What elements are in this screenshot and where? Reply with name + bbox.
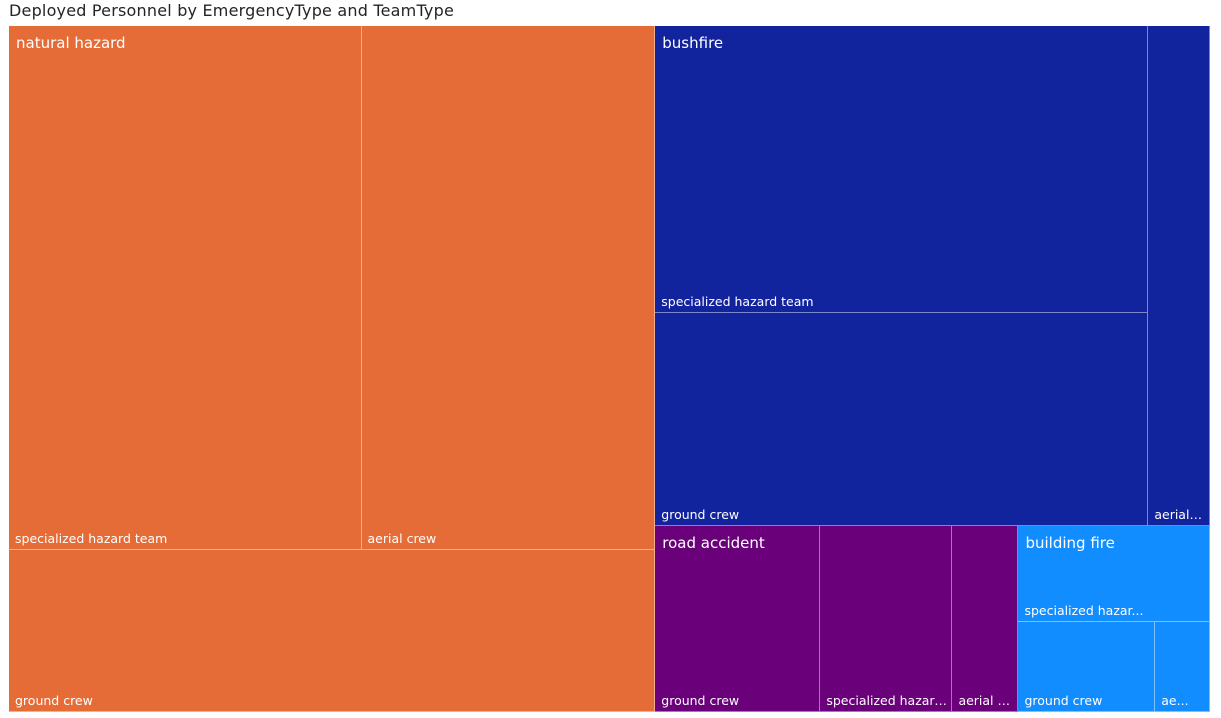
tile-label: aerial crew [1154, 506, 1205, 522]
tile-label: ground crew [661, 506, 740, 522]
tile-label: specialized hazard team [661, 294, 814, 310]
tile-natural-hazard-specialized-hazard-team[interactable]: specialized hazard team [9, 26, 362, 551]
tile-label: specialized hazard team [826, 692, 947, 708]
tile-label: specialized hazar... [1024, 602, 1144, 618]
group-label-natural-hazard: natural hazard [16, 34, 126, 52]
tile-label: ground crew [1024, 692, 1103, 708]
chart-title: Deployed Personnel by EmergencyType and … [9, 1, 455, 20]
tile-building-fire-ground-crew[interactable]: ground crew [1018, 621, 1156, 712]
tile-bushfire-ground-crew[interactable]: ground crew [655, 313, 1149, 526]
tile-natural-hazard-ground-crew[interactable]: ground crew [9, 550, 656, 712]
group-label-bushfire: bushfire [662, 34, 724, 52]
group-building-fire[interactable]: specialized hazar... ground crew ae... b… [1018, 525, 1210, 712]
group-bushfire[interactable]: specialized hazard team ground crew aeri… [655, 26, 1210, 526]
tile-road-accident-aerial-crew[interactable]: aerial c... [952, 525, 1019, 712]
tile-building-fire-aerial-crew[interactable]: ae... [1155, 621, 1210, 712]
tile-bushfire-aerial-crew[interactable]: aerial crew [1148, 26, 1210, 526]
tile-natural-hazard-aerial-crew[interactable]: aerial crew [361, 26, 656, 551]
group-label-road-accident: road accident [662, 533, 765, 552]
group-road-accident[interactable]: ground crew specialized hazard team aeri… [655, 525, 1019, 712]
tile-label: aerial c... [958, 692, 1014, 708]
group-natural-hazard[interactable]: specialized hazard team aerial crew grou… [9, 26, 656, 712]
tile-label: ae... [1161, 692, 1189, 708]
tile-label: ground crew [15, 692, 93, 708]
tile-building-fire-specialized-hazard-team[interactable]: specialized hazar... [1018, 525, 1210, 622]
tile-label: ground crew [661, 692, 740, 708]
group-label-building-fire: building fire [1025, 533, 1115, 552]
tile-bushfire-specialized-hazard-team[interactable]: specialized hazard team [655, 26, 1149, 314]
tile-road-accident-ground-crew[interactable]: ground crew [655, 525, 821, 712]
treemap: specialized hazard team aerial crew grou… [9, 26, 1210, 712]
tile-label: specialized hazard team [15, 531, 168, 547]
tile-road-accident-specialized-hazard-team[interactable]: specialized hazard team [820, 525, 953, 712]
tile-label: aerial crew [367, 531, 437, 547]
